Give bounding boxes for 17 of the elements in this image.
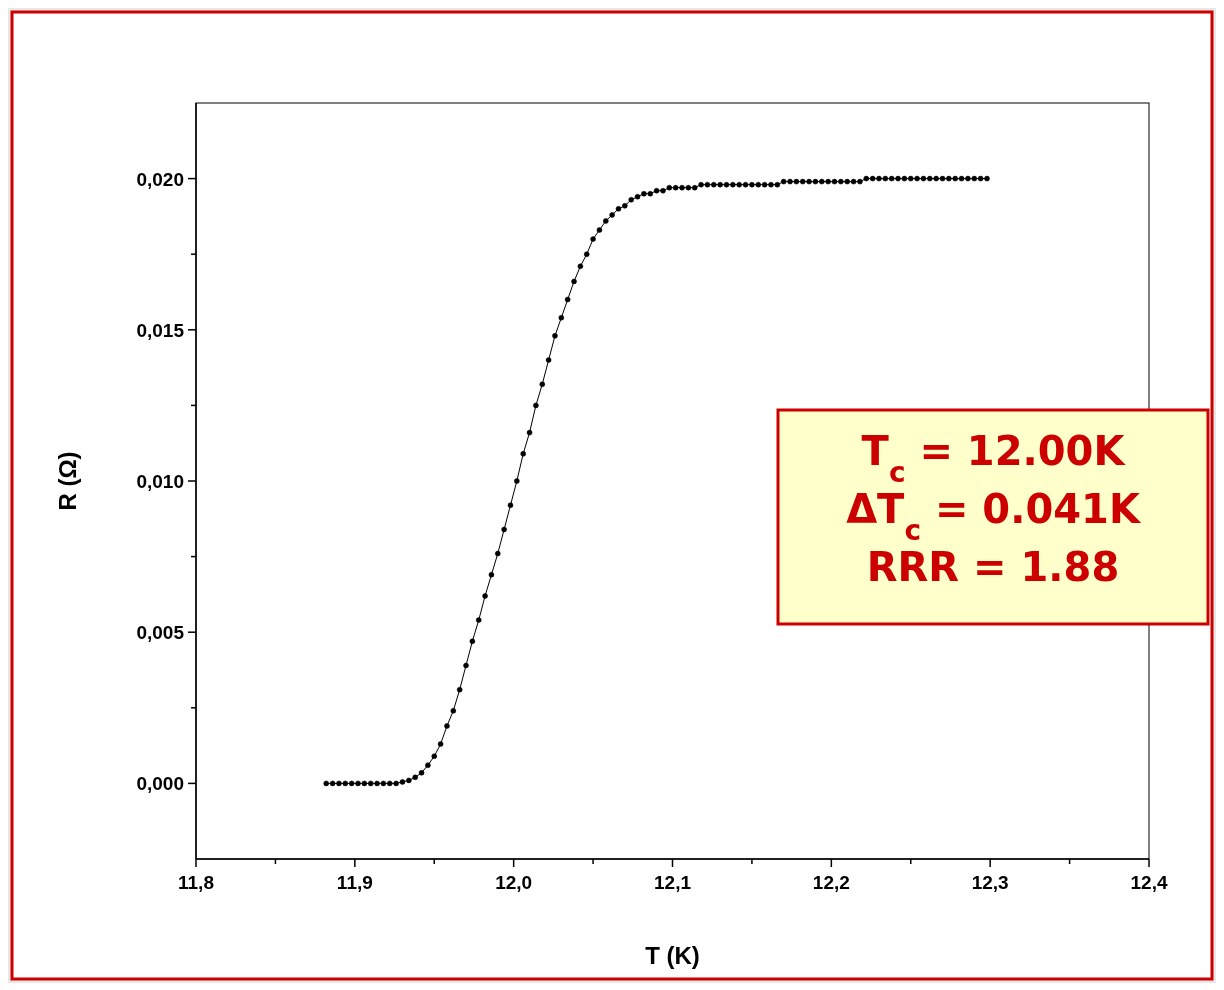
x-axis-title: T (K) xyxy=(645,942,700,969)
y-tick-label: 0,010 xyxy=(136,471,184,492)
annotation: ΔT$_{c}$ = 0.041K xyxy=(846,486,1142,547)
x-tick-label: 12,3 xyxy=(971,872,1009,893)
x-tick-label: 11,9 xyxy=(336,872,373,893)
x-tick-label: 12,4 xyxy=(1130,872,1168,893)
x-tick-label: 12,2 xyxy=(812,872,850,893)
x-tick-label: 11,8 xyxy=(178,872,214,893)
y-tick-label: 0,020 xyxy=(136,168,184,190)
annotation: T$_{c}$ = 12.00K xyxy=(861,428,1127,489)
y-tick-label: 0,005 xyxy=(136,622,185,644)
y-tick-label: 0,000 xyxy=(136,773,184,795)
y-axis-title: R (Ω) xyxy=(54,451,81,511)
x-tick-label: 12,1 xyxy=(654,872,692,893)
annotation: RRR = 1.88 xyxy=(866,544,1120,590)
x-tick-label: 12,0 xyxy=(495,872,533,893)
y-tick-label: 0,015 xyxy=(136,319,185,341)
